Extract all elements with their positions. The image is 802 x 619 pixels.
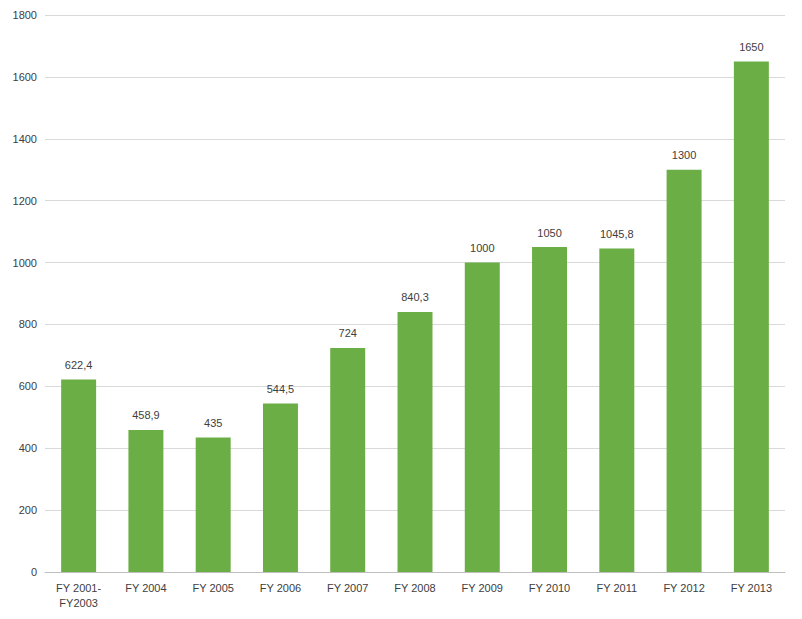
svg-text:622,4: 622,4 xyxy=(65,359,93,371)
svg-text:1650: 1650 xyxy=(739,41,763,53)
svg-text:FY 2008: FY 2008 xyxy=(394,582,435,594)
svg-text:0: 0 xyxy=(31,566,37,578)
svg-text:200: 200 xyxy=(19,504,37,516)
svg-text:FY 2007: FY 2007 xyxy=(327,582,368,594)
svg-text:FY 2013: FY 2013 xyxy=(731,582,772,594)
svg-text:FY 2004: FY 2004 xyxy=(125,582,166,594)
svg-text:FY 2012: FY 2012 xyxy=(663,582,704,594)
svg-text:435: 435 xyxy=(204,417,222,429)
svg-text:1000: 1000 xyxy=(13,257,37,269)
svg-text:FY 2010: FY 2010 xyxy=(529,582,570,594)
svg-text:FY2003: FY2003 xyxy=(59,597,98,609)
svg-text:800: 800 xyxy=(19,318,37,330)
svg-text:600: 600 xyxy=(19,380,37,392)
svg-text:1300: 1300 xyxy=(672,149,696,161)
svg-text:1600: 1600 xyxy=(13,71,37,83)
svg-text:FY 2006: FY 2006 xyxy=(260,582,301,594)
svg-text:FY 2011: FY 2011 xyxy=(597,582,638,594)
svg-text:1050: 1050 xyxy=(537,227,561,239)
svg-text:724: 724 xyxy=(339,327,357,339)
svg-text:1400: 1400 xyxy=(13,133,37,145)
svg-text:FY 2009: FY 2009 xyxy=(462,582,503,594)
svg-text:1800: 1800 xyxy=(13,9,37,21)
svg-text:1000: 1000 xyxy=(470,242,494,254)
svg-text:FY 2005: FY 2005 xyxy=(192,582,233,594)
svg-text:FY 2001-: FY 2001- xyxy=(56,582,101,594)
svg-text:544,5: 544,5 xyxy=(267,383,295,395)
svg-text:840,3: 840,3 xyxy=(401,291,429,303)
svg-text:400: 400 xyxy=(19,442,37,454)
svg-text:1200: 1200 xyxy=(13,195,37,207)
svg-text:1045,8: 1045,8 xyxy=(600,228,634,240)
svg-text:458,9: 458,9 xyxy=(132,409,160,421)
